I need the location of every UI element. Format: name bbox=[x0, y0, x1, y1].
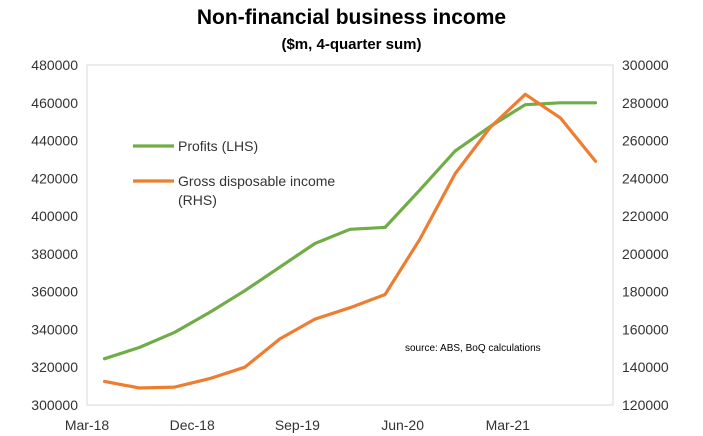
series-lines bbox=[102, 92, 598, 390]
right-axis-tick-label: 140000 bbox=[622, 359, 669, 375]
right-axis-ticks: 120000 140000 160000 180000 200000 220000 2400… bbox=[622, 57, 669, 413]
right-axis-tick-label: 260000 bbox=[622, 133, 669, 149]
x-axis-tick-label: Mar-18 bbox=[65, 417, 110, 433]
legend: Profits (LHS) Gross disposable income (RHS… bbox=[133, 138, 335, 208]
source-annotation: source: ABS, BoQ calculations bbox=[405, 343, 541, 354]
right-axis-tick-label: 200000 bbox=[622, 246, 669, 262]
plot-area-frame bbox=[86, 64, 614, 406]
right-axis-tick-label: 300000 bbox=[622, 57, 669, 73]
left-axis-tick-label: 340000 bbox=[31, 321, 78, 337]
left-axis-tick-label: 400000 bbox=[31, 208, 78, 224]
right-axis-tick-label: 120000 bbox=[622, 397, 669, 413]
left-axis-tick-label: 440000 bbox=[31, 133, 78, 149]
left-axis-tick-label: 480000 bbox=[31, 57, 78, 73]
left-axis-ticks: 300000 320000 340000 360000 380000 400000 4200… bbox=[31, 57, 78, 413]
legend-label: (RHS) bbox=[178, 192, 217, 208]
left-axis-tick-label: 380000 bbox=[31, 246, 78, 262]
right-axis-tick-label: 180000 bbox=[622, 284, 669, 300]
series-line-1 bbox=[102, 92, 598, 390]
series-line-0 bbox=[102, 101, 598, 361]
x-axis-ticks: Mar-18 Dec-18 Sep-19 Jun-20 Mar-21 bbox=[65, 417, 530, 433]
legend-label: Gross disposable income bbox=[178, 173, 335, 189]
chart-subtitle: ($m, 4-quarter sum) bbox=[281, 36, 422, 53]
left-axis-tick-label: 360000 bbox=[31, 284, 78, 300]
right-axis-tick-label: 280000 bbox=[622, 95, 669, 111]
x-axis-tick-label: Mar-21 bbox=[486, 417, 531, 433]
x-axis-tick-label: Sep-19 bbox=[275, 417, 320, 433]
x-axis-tick-label: Dec-18 bbox=[170, 417, 215, 433]
legend-label: Profits (LHS) bbox=[178, 138, 258, 154]
left-axis-tick-label: 300000 bbox=[31, 397, 78, 413]
left-axis-tick-label: 460000 bbox=[31, 95, 78, 111]
right-axis-tick-label: 160000 bbox=[622, 321, 669, 337]
chart-title: Non-financial business income bbox=[196, 6, 507, 29]
left-axis-tick-label: 420000 bbox=[31, 170, 78, 186]
right-axis-tick-label: 220000 bbox=[622, 208, 669, 224]
x-axis-tick-label: Jun-20 bbox=[381, 417, 424, 433]
right-axis-tick-label: 240000 bbox=[622, 170, 669, 186]
left-axis-tick-label: 320000 bbox=[31, 359, 78, 375]
